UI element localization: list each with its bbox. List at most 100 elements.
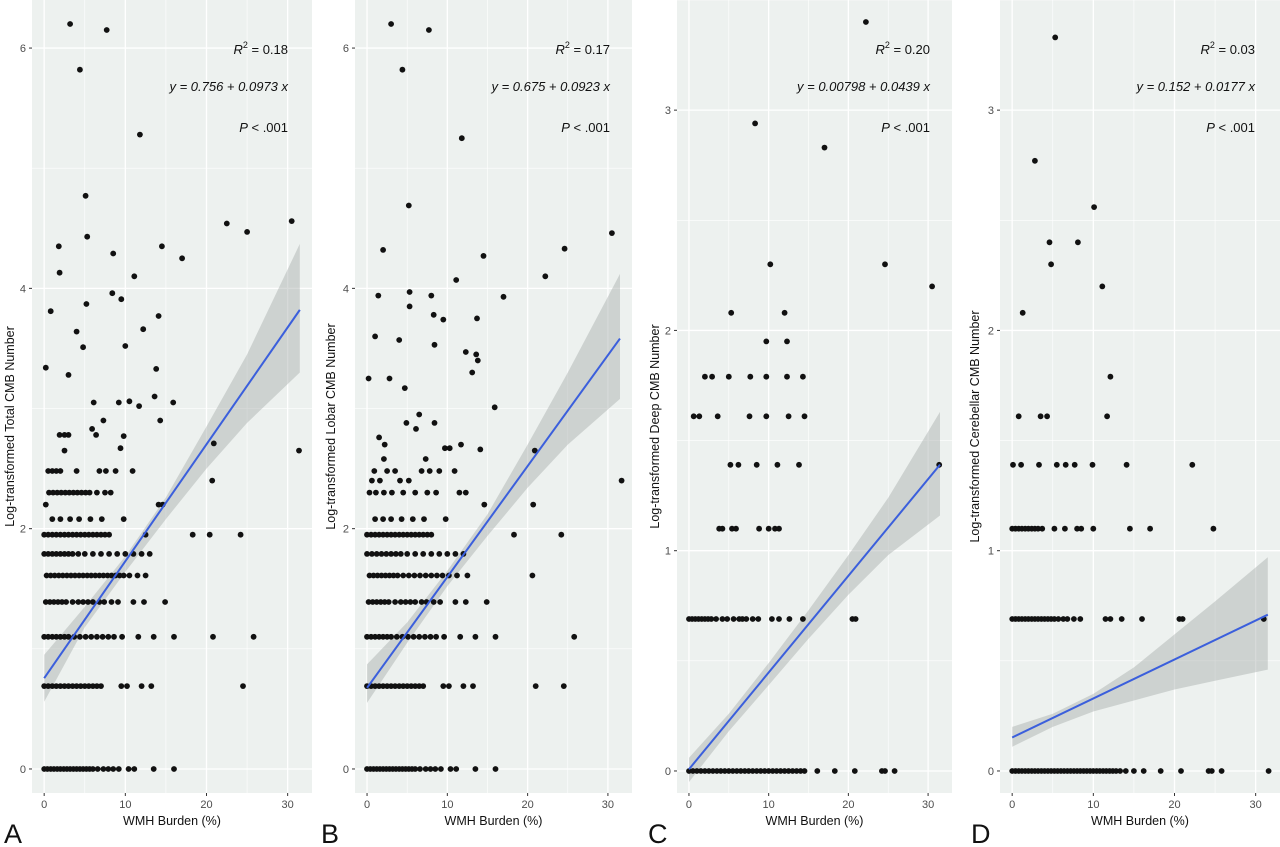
data-point	[129, 468, 136, 474]
data-point	[1104, 413, 1110, 420]
data-point	[151, 393, 158, 400]
data-point	[55, 599, 61, 605]
data-point	[105, 633, 112, 640]
data-point	[157, 417, 164, 424]
data-point	[41, 551, 48, 557]
data-point	[401, 385, 408, 391]
data-point	[122, 343, 129, 349]
data-point	[436, 468, 443, 474]
panel-letter: C	[648, 819, 668, 847]
data-point	[776, 616, 782, 622]
data-point	[93, 432, 99, 438]
data-point	[437, 599, 443, 605]
data-point	[373, 599, 380, 605]
data-point	[85, 531, 92, 538]
regression-equation: y = 0.152 + 0.0177 x	[1135, 79, 1255, 94]
data-point	[76, 572, 82, 579]
x-tick-label: 30	[922, 799, 934, 811]
data-point	[776, 525, 782, 532]
data-point	[609, 230, 615, 237]
data-point	[426, 27, 432, 33]
data-point	[81, 531, 88, 538]
data-point	[882, 768, 888, 774]
data-point	[1218, 768, 1225, 774]
data-point	[134, 572, 141, 579]
data-point	[148, 683, 155, 689]
data-point	[364, 633, 370, 640]
data-point	[101, 599, 108, 605]
data-point	[372, 683, 378, 689]
data-point	[402, 599, 409, 605]
panel-letter: B	[321, 819, 339, 847]
y-tick-label: 1	[665, 546, 671, 558]
data-point	[773, 768, 780, 774]
data-point	[721, 768, 728, 774]
data-point	[1051, 525, 1058, 532]
data-point	[104, 572, 111, 579]
data-point	[65, 633, 72, 640]
data-point	[511, 531, 517, 538]
data-point	[801, 768, 808, 774]
x-axis-label: WMH Burden (%)	[1091, 814, 1189, 828]
data-point	[90, 399, 97, 406]
data-point	[406, 303, 413, 310]
data-point	[86, 489, 93, 496]
data-point	[376, 434, 382, 441]
data-point	[432, 766, 439, 772]
data-point	[56, 269, 63, 276]
data-point	[430, 599, 437, 605]
data-point	[1053, 461, 1060, 468]
data-point	[1051, 616, 1058, 622]
y-tick-label: 1	[988, 546, 994, 558]
data-point	[728, 309, 735, 316]
data-point	[80, 599, 86, 605]
data-point	[755, 616, 762, 622]
data-point	[408, 531, 415, 538]
data-point	[115, 766, 122, 772]
data-point	[380, 633, 386, 640]
data-point	[141, 599, 147, 605]
data-point	[453, 277, 460, 283]
data-point	[412, 531, 419, 538]
data-point	[436, 551, 443, 557]
data-point	[372, 333, 378, 340]
data-point	[431, 420, 438, 426]
x-axis-label: WMH Burden (%)	[123, 814, 221, 828]
data-point	[98, 516, 105, 522]
data-point	[446, 683, 452, 689]
data-point	[131, 766, 138, 772]
data-point	[481, 501, 488, 508]
data-point	[103, 27, 110, 33]
data-point	[380, 531, 386, 538]
data-point	[749, 616, 756, 622]
data-point	[73, 468, 80, 474]
r-squared-annotation: R2 = 0.17	[555, 40, 610, 57]
data-point	[100, 417, 107, 424]
data-point	[84, 233, 91, 240]
confidence-band	[367, 273, 620, 703]
data-point	[424, 531, 431, 538]
data-point	[384, 468, 390, 474]
data-point	[412, 683, 419, 689]
data-point	[462, 599, 469, 605]
data-point	[65, 531, 72, 538]
data-point	[1208, 768, 1215, 774]
data-point	[789, 768, 796, 774]
data-point	[753, 461, 760, 468]
data-point	[1077, 616, 1084, 622]
data-point	[59, 599, 65, 605]
data-point	[709, 373, 715, 380]
data-point	[491, 404, 498, 411]
data-point	[65, 432, 72, 438]
data-point	[378, 572, 385, 579]
data-point	[480, 253, 487, 259]
r-squared-annotation: R2 = 0.18	[233, 40, 288, 57]
x-tick-label: 10	[441, 799, 453, 811]
data-point	[428, 292, 435, 299]
data-point	[138, 551, 145, 557]
data-point	[1064, 616, 1071, 622]
data-point	[392, 683, 398, 689]
data-point	[462, 349, 469, 355]
data-point	[69, 531, 76, 538]
data-point	[77, 683, 84, 689]
